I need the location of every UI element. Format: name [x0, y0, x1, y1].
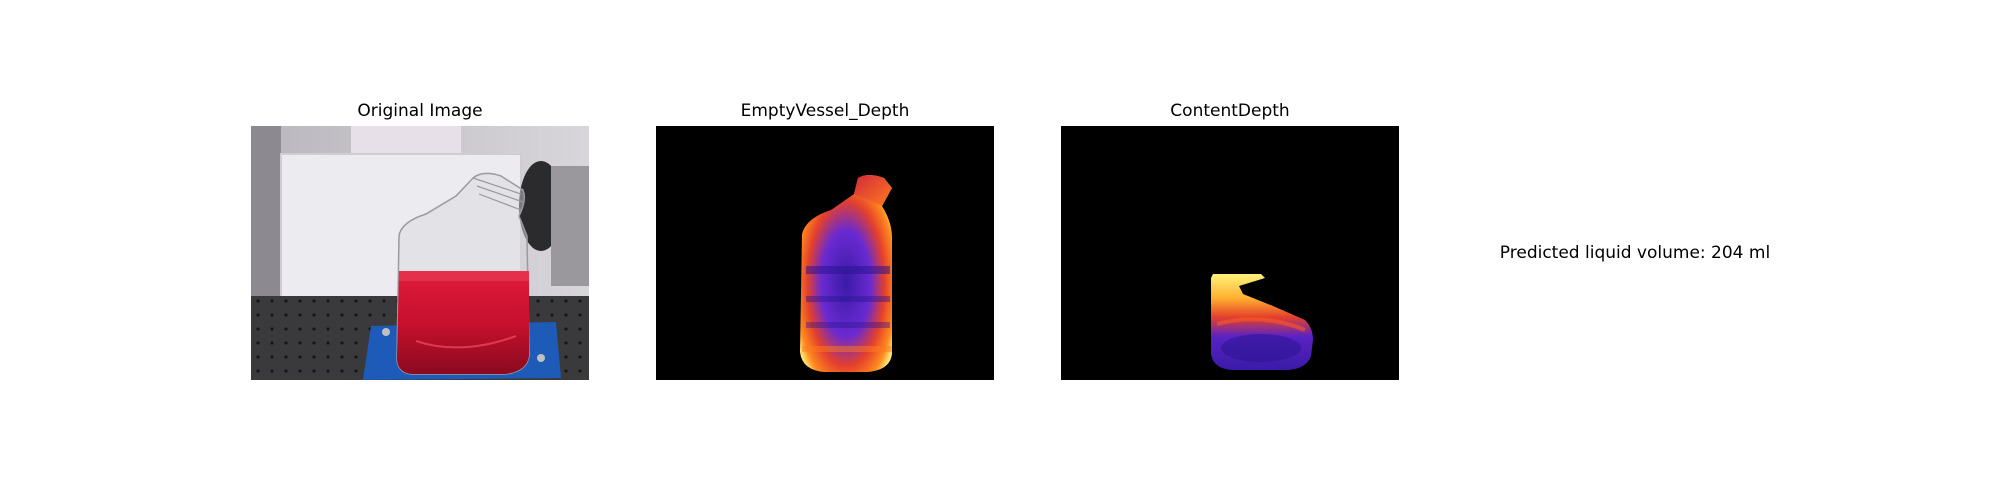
original-image [251, 126, 589, 380]
original-image-title: Original Image [357, 101, 483, 121]
content-depth-map [1061, 126, 1399, 380]
predicted-volume-text: Predicted liquid volume: 204 ml [1499, 243, 1771, 263]
empty-vessel-depth-map [656, 126, 994, 380]
empty-vessel-depth-title: EmptyVessel_Depth [740, 101, 910, 121]
content-depth-image [1061, 126, 1399, 380]
content-depth-title: ContentDepth [1170, 101, 1290, 121]
original-image-photo [251, 126, 589, 380]
empty-vessel-depth-image [656, 126, 994, 380]
